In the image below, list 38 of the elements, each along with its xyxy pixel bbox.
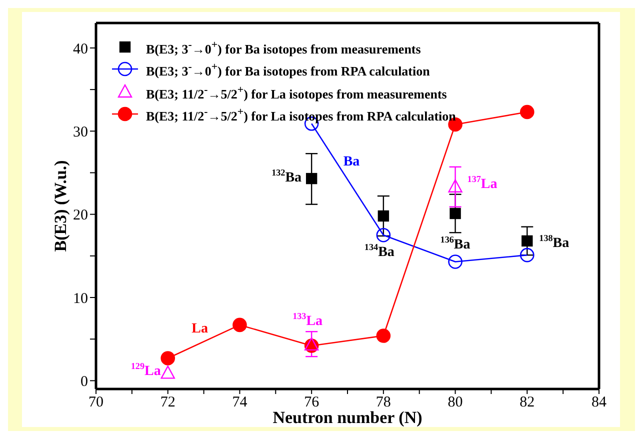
annotation: $^{134}$Ba <box>364 242 394 260</box>
y-tick-label: 10 <box>73 290 88 307</box>
annotation: $^{129}$La <box>130 361 161 380</box>
point <box>522 235 533 247</box>
point <box>448 254 462 269</box>
point <box>306 172 318 184</box>
annotation: La <box>192 322 208 337</box>
annotation: $^{137}$La <box>467 174 498 192</box>
x-tick-label: 74 <box>232 394 248 411</box>
point <box>448 179 462 192</box>
x-tick-label: 70 <box>88 394 104 411</box>
legend-label: B(E3; 11/2$^{-}$→5/2$^{+}$) for La isotopes from measurements <box>146 82 447 103</box>
point <box>520 248 534 262</box>
point <box>450 208 461 220</box>
legend-label: B(E3; 11/2$^{-}$→5/2$^{+}$) for La isotopes from RPA calculation <box>146 104 456 126</box>
annotation: $^{133}$La <box>292 311 323 330</box>
point <box>160 366 175 379</box>
annotation: Ba <box>343 154 360 170</box>
point <box>376 328 391 343</box>
y-axis-title: B(E3) (W.u.) <box>50 160 70 252</box>
point <box>520 104 534 120</box>
point <box>378 210 390 222</box>
point <box>232 318 247 332</box>
y-tick-label: 30 <box>73 124 88 140</box>
x-tick-label: 80 <box>448 394 463 411</box>
y-tick-label: 40 <box>73 41 88 58</box>
x-tick-label: 82 <box>520 394 535 411</box>
legend-label: B(E3; 3$^{-}$→0$^{+}$) for Ba isotopes from RPA calculation <box>146 60 430 81</box>
annotation: $^{138}$Ba <box>539 233 570 252</box>
annotation: $^{136}$Ba <box>440 234 470 253</box>
y-tick-label: 0 <box>80 374 88 390</box>
x-tick-label: 84 <box>592 394 607 411</box>
point <box>376 228 391 242</box>
x-tick-label: 72 <box>160 394 176 411</box>
legend-label: B(E3; 3$^{-}$→0$^{+}$) for Ba isotopes from measurements <box>146 38 421 58</box>
y-tick-label: 20 <box>73 208 88 224</box>
point <box>160 351 176 366</box>
annotation: $^{132}$Ba <box>272 168 302 186</box>
